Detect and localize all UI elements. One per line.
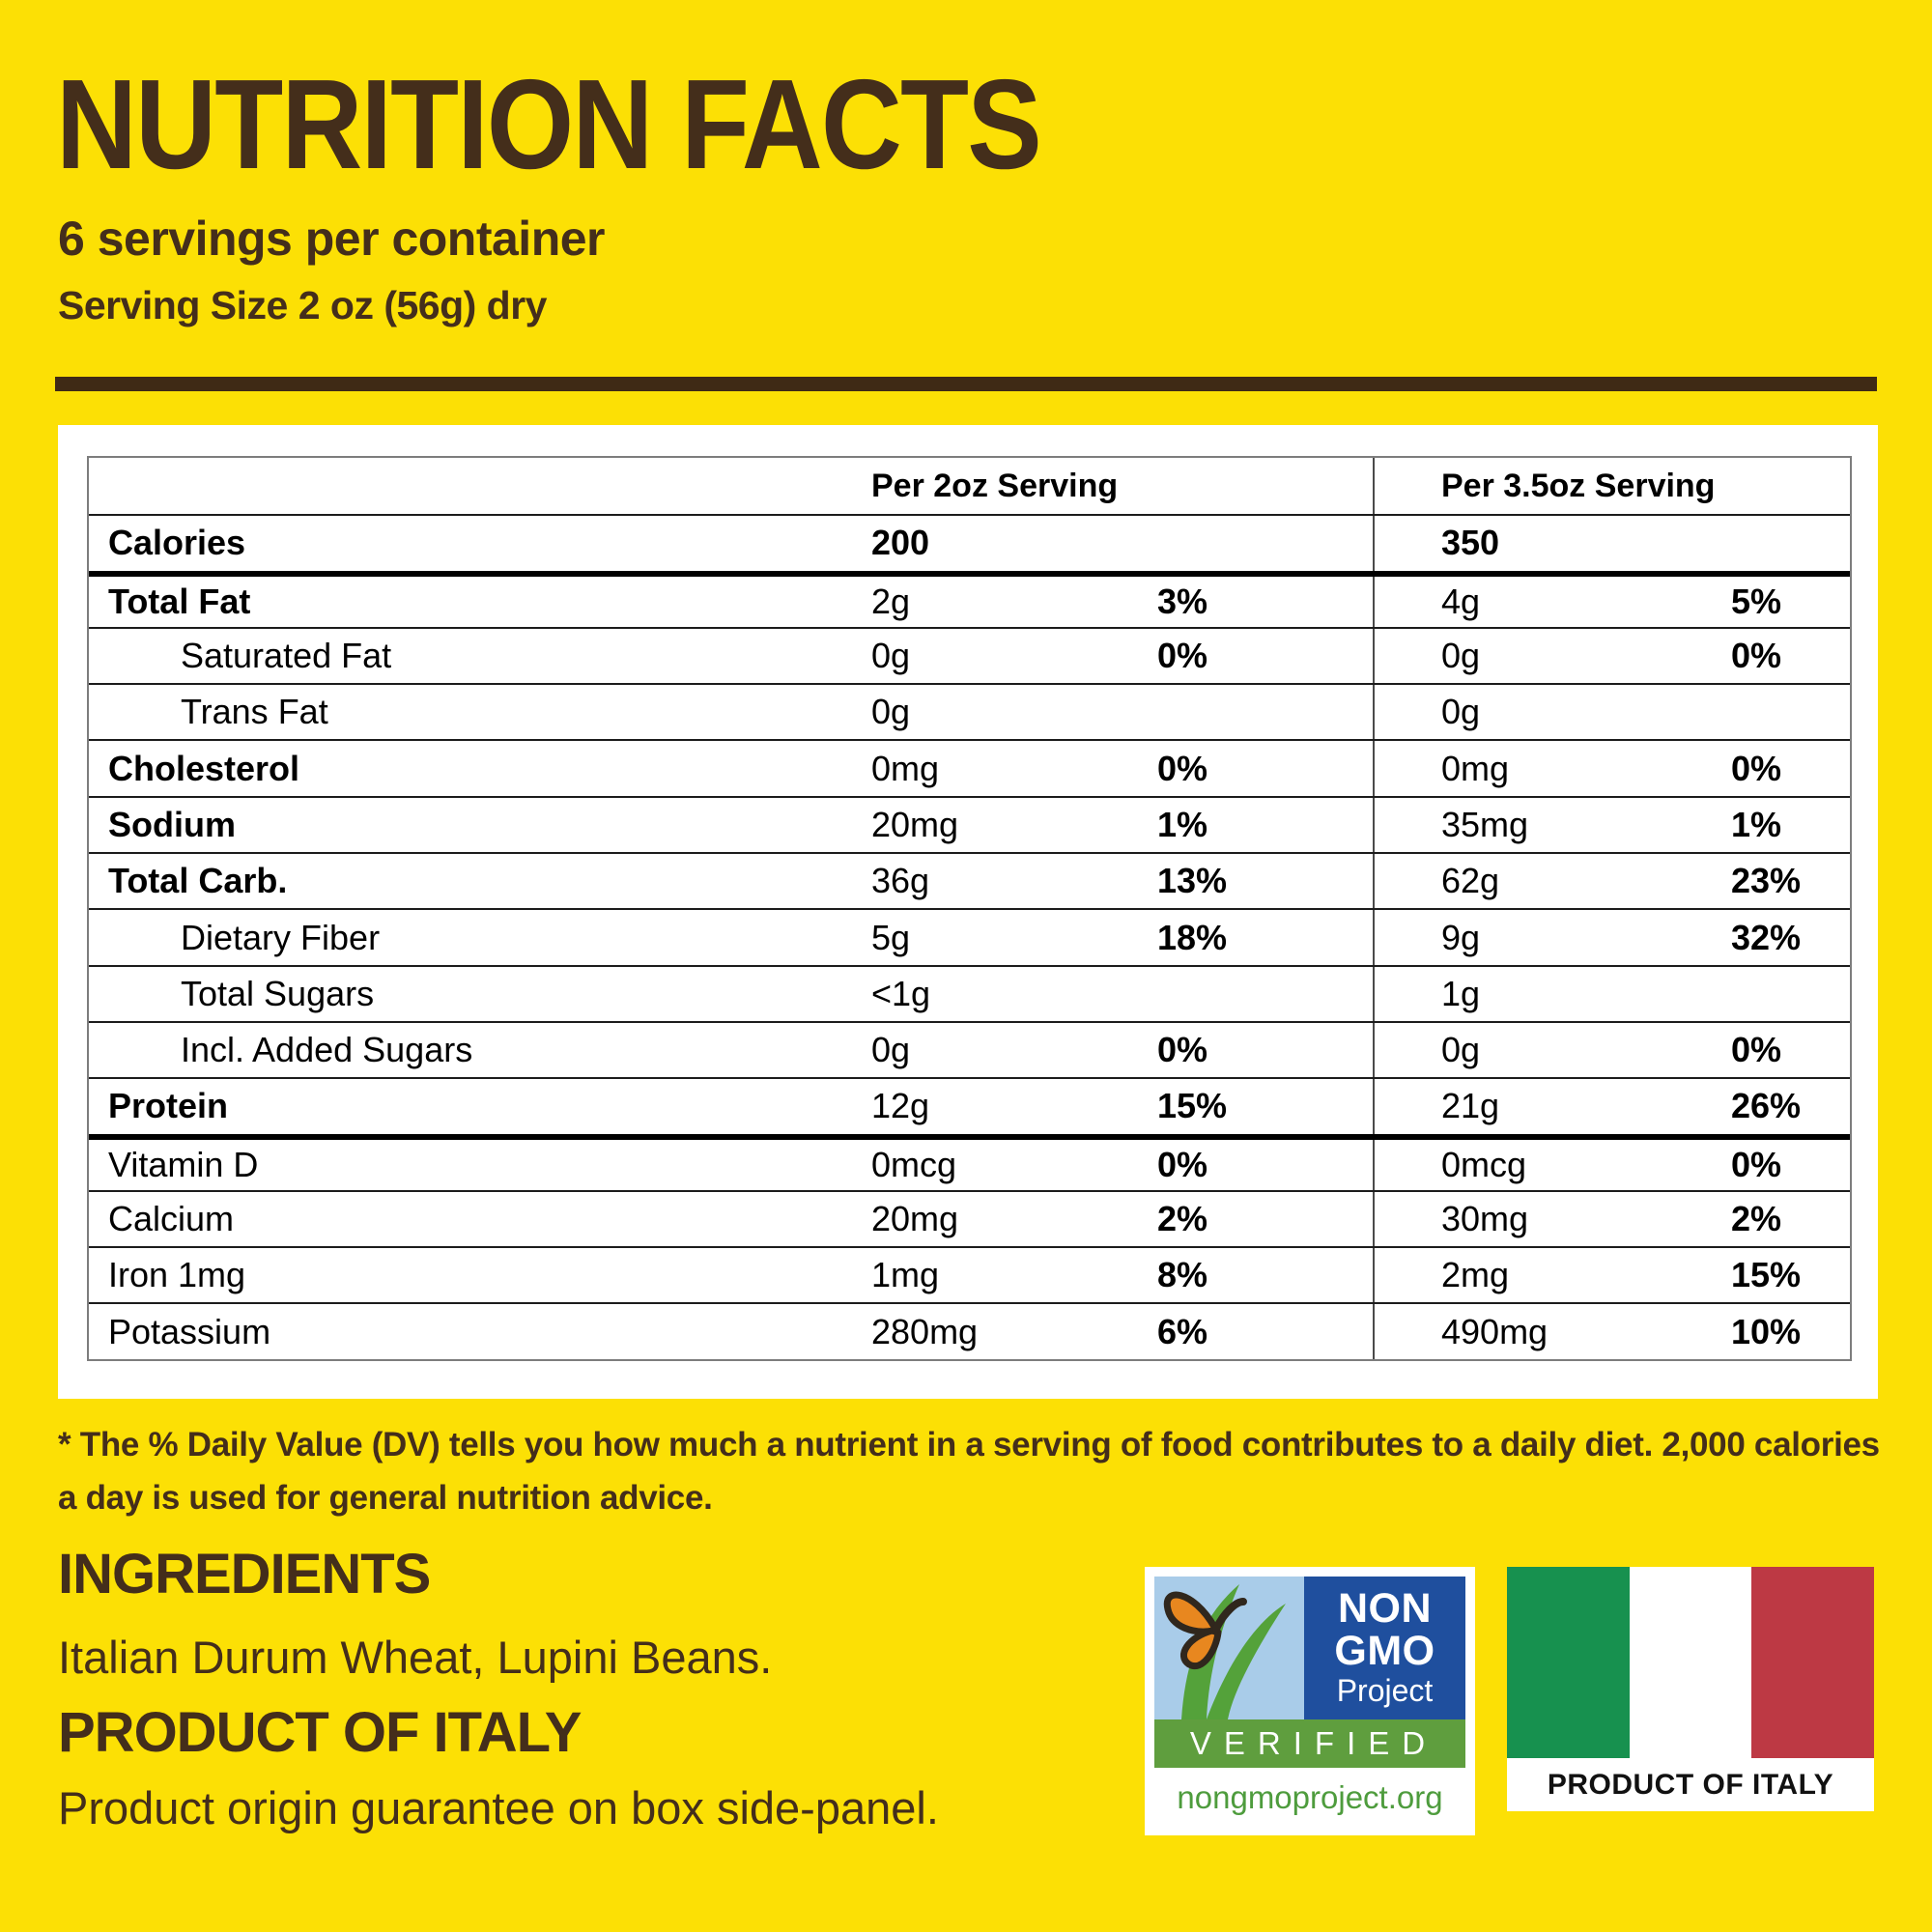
non-gmo-url: nongmoproject.org [1177, 1779, 1443, 1815]
ingredients-text: Italian Durum Wheat, Lupini Beans. [58, 1632, 773, 1683]
italy-flag-caption: PRODUCT OF ITALY [1547, 1768, 1834, 1801]
non-gmo-verified-badge: NON GMO Project VERIFIED nongmoproject.o… [1145, 1567, 1475, 1835]
nutrition-table: Per 2oz Serving Per 3.5oz Serving Calories… [87, 456, 1852, 1361]
table-row: Total Carb. 36g 13% 62g 23% [89, 852, 1850, 908]
table-row: Saturated Fat 0g 0% 0g 0% [89, 626, 1850, 683]
non-gmo-wordmark: NON GMO Project [1304, 1577, 1465, 1719]
italy-flag-icon [1507, 1567, 1875, 1758]
table-row: Vitamin D 0mcg 0% 0mcg 0% [89, 1133, 1850, 1190]
divider-rule [55, 377, 1877, 391]
serving-size: Serving Size 2 oz (56g) dry [58, 283, 548, 327]
non-gmo-butterfly-icon [1154, 1577, 1304, 1719]
table-row: Trans Fat 0g 0g [89, 683, 1850, 739]
table-header-row: Per 2oz Serving Per 3.5oz Serving [871, 467, 1716, 504]
table-row: Dietary Fiber 5g 18% 9g 32% [89, 908, 1850, 964]
table-row: Cholesterol 0mg 0% 0mg 0% [89, 739, 1850, 795]
ingredients-heading: INGREDIENTS [58, 1543, 431, 1605]
table-row: Total Sugars <1g 1g [89, 964, 1850, 1021]
table-row: Sodium 20mg 1% 35mg 1% [89, 795, 1850, 852]
italy-flag-badge: PRODUCT OF ITALY [1507, 1567, 1875, 1811]
table-row: Protein 12g 15% 21g 26% [89, 1077, 1850, 1133]
table-row: Incl. Added Sugars 0g 0% 0g 0% [89, 1020, 1850, 1077]
facts-panel: Per 2oz Serving Per 3.5oz Serving Calories… [58, 425, 1878, 1399]
product-origin-text: Product origin guarantee on box side-pan… [58, 1782, 939, 1833]
table-row: Potassium 280mg 6% 490mg 10% [89, 1302, 1850, 1358]
table-row: Iron 1mg 1mg 8% 2mg 15% [89, 1246, 1850, 1302]
table-row: Calcium 20mg 2% 30mg 2% [89, 1189, 1850, 1246]
product-origin-heading: PRODUCT OF ITALY [58, 1701, 582, 1764]
servings-per-container: 6 servings per container [58, 212, 606, 266]
non-gmo-verified-band: VERIFIED [1154, 1719, 1465, 1768]
page-title: NUTRITION FACTS [56, 53, 1042, 195]
table-row: Calories 200 350 [89, 514, 1850, 570]
daily-value-footnote: * The % Daily Value (DV) tells you how m… [58, 1426, 1880, 1517]
table-row: Total Fat 2g 3% 4g 5% [89, 570, 1850, 627]
